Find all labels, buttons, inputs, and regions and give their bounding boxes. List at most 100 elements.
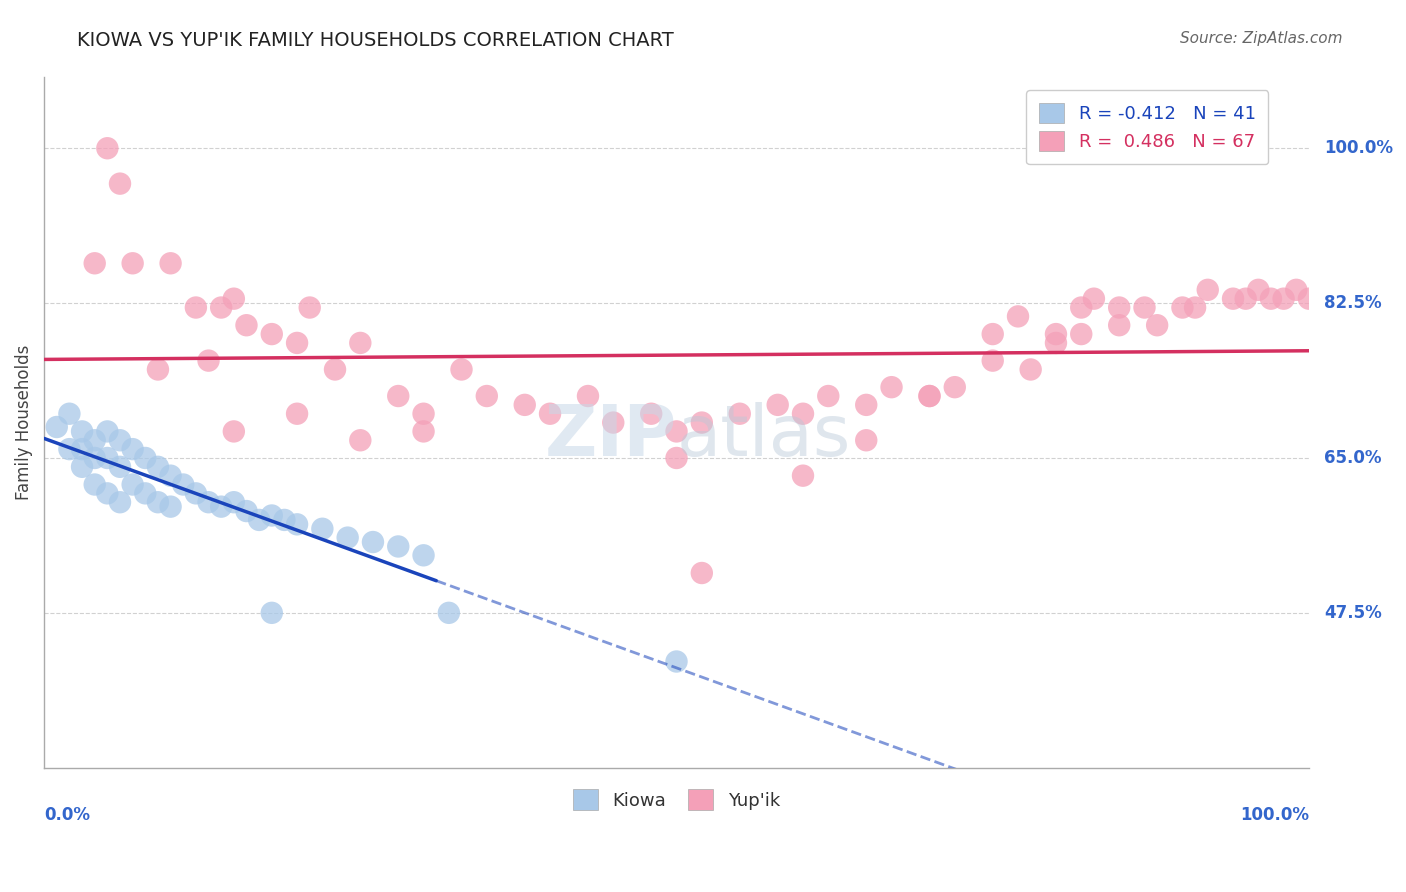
Point: [665, 450, 688, 465]
Point: [1007, 310, 1029, 324]
Point: [134, 450, 156, 465]
Point: [58, 442, 80, 456]
Point: [1019, 362, 1042, 376]
Point: [576, 389, 599, 403]
Text: 82.5%: 82.5%: [1324, 294, 1382, 312]
Point: [1108, 318, 1130, 333]
Point: [1247, 283, 1270, 297]
Point: [792, 468, 814, 483]
Point: [83, 450, 105, 465]
Point: [83, 256, 105, 270]
Point: [336, 531, 359, 545]
Point: [1133, 301, 1156, 315]
Point: [1070, 327, 1092, 342]
Point: [513, 398, 536, 412]
Point: [728, 407, 751, 421]
Point: [222, 292, 245, 306]
Point: [235, 504, 257, 518]
Point: [1045, 327, 1067, 342]
Point: [184, 486, 207, 500]
Text: 47.5%: 47.5%: [1324, 604, 1382, 622]
Point: [1285, 283, 1308, 297]
Point: [323, 362, 346, 376]
Point: [285, 517, 308, 532]
Point: [437, 606, 460, 620]
Point: [70, 425, 93, 439]
Point: [58, 407, 80, 421]
Point: [260, 508, 283, 523]
Point: [311, 522, 333, 536]
Point: [412, 425, 434, 439]
Point: [108, 434, 131, 448]
Point: [146, 459, 169, 474]
Point: [121, 477, 143, 491]
Point: [475, 389, 498, 403]
Point: [70, 459, 93, 474]
Point: [83, 434, 105, 448]
Point: [918, 389, 941, 403]
Point: [943, 380, 966, 394]
Y-axis label: Family Households: Family Households: [15, 345, 32, 500]
Point: [222, 495, 245, 509]
Point: [159, 468, 181, 483]
Point: [640, 407, 662, 421]
Point: [918, 389, 941, 403]
Point: [1146, 318, 1168, 333]
Point: [880, 380, 903, 394]
Text: 0.0%: 0.0%: [44, 805, 90, 823]
Point: [172, 477, 194, 491]
Point: [981, 353, 1004, 368]
Point: [108, 177, 131, 191]
Point: [1260, 292, 1282, 306]
Point: [159, 500, 181, 514]
Point: [222, 425, 245, 439]
Point: [197, 353, 219, 368]
Point: [412, 549, 434, 563]
Point: [1045, 335, 1067, 350]
Text: ZIP: ZIP: [544, 402, 676, 471]
Point: [197, 495, 219, 509]
Point: [1197, 283, 1219, 297]
Point: [665, 425, 688, 439]
Text: KIOWA VS YUP'IK FAMILY HOUSEHOLDS CORRELATION CHART: KIOWA VS YUP'IK FAMILY HOUSEHOLDS CORREL…: [77, 31, 673, 50]
Text: 65.0%: 65.0%: [1324, 449, 1382, 467]
Point: [792, 407, 814, 421]
Point: [1298, 292, 1320, 306]
Text: atlas: atlas: [676, 402, 851, 471]
Point: [260, 327, 283, 342]
Point: [285, 407, 308, 421]
Point: [83, 477, 105, 491]
Point: [209, 301, 232, 315]
Point: [1070, 301, 1092, 315]
Point: [855, 434, 877, 448]
Point: [108, 495, 131, 509]
Point: [285, 335, 308, 350]
Point: [412, 407, 434, 421]
Point: [766, 398, 789, 412]
Point: [121, 256, 143, 270]
Point: [159, 256, 181, 270]
Point: [108, 459, 131, 474]
Point: [1083, 292, 1105, 306]
Point: [1108, 301, 1130, 315]
Point: [70, 442, 93, 456]
Point: [602, 416, 624, 430]
Point: [1272, 292, 1295, 306]
Point: [387, 389, 409, 403]
Legend: Kiowa, Yup'ik: Kiowa, Yup'ik: [565, 782, 787, 817]
Point: [855, 398, 877, 412]
Point: [817, 389, 839, 403]
Point: [121, 442, 143, 456]
Point: [538, 407, 561, 421]
Text: 100.0%: 100.0%: [1324, 139, 1393, 157]
Point: [349, 434, 371, 448]
Point: [184, 301, 207, 315]
Point: [298, 301, 321, 315]
Point: [387, 540, 409, 554]
Point: [981, 327, 1004, 342]
Point: [690, 416, 713, 430]
Point: [96, 450, 118, 465]
Point: [1222, 292, 1244, 306]
Point: [134, 486, 156, 500]
Point: [96, 141, 118, 155]
